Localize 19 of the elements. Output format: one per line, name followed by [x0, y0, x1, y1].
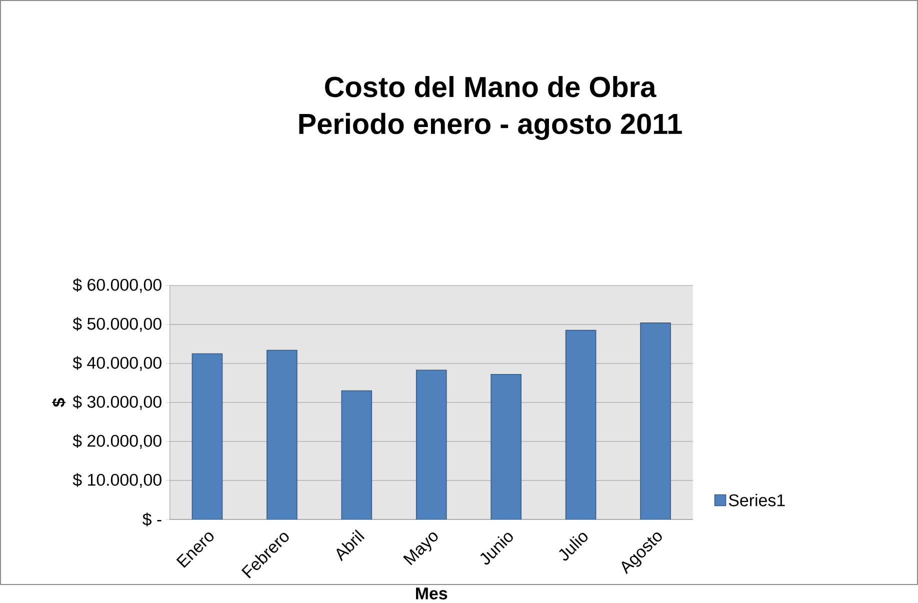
y-axis-title: $: [52, 398, 66, 408]
bar: [416, 370, 447, 520]
x-axis-title: Mes: [416, 588, 448, 600]
y-tick-label: $ 10.000,00: [72, 473, 162, 488]
y-tick-label: $ 40.000,00: [72, 356, 162, 371]
bar: [266, 350, 298, 520]
y-tick-label: $ 50.000,00: [72, 317, 162, 332]
bar: [640, 322, 671, 520]
legend-label: Series1: [728, 494, 785, 506]
bar: [341, 390, 372, 520]
bar: [565, 330, 596, 520]
bar: [490, 374, 522, 520]
y-tick-label: $ -: [142, 512, 162, 526]
y-tick-label: $ 20.000,00: [72, 434, 162, 449]
chart-title: Costo del Mano de Obra Periodo enero - agosto 2011: [299, 76, 682, 140]
y-tick-label: $ 60.000,00: [72, 278, 162, 293]
y-tick-label: $ 30.000,00: [72, 395, 162, 410]
bar: [192, 353, 223, 520]
x-tick-label: Julio: [559, 533, 588, 561]
